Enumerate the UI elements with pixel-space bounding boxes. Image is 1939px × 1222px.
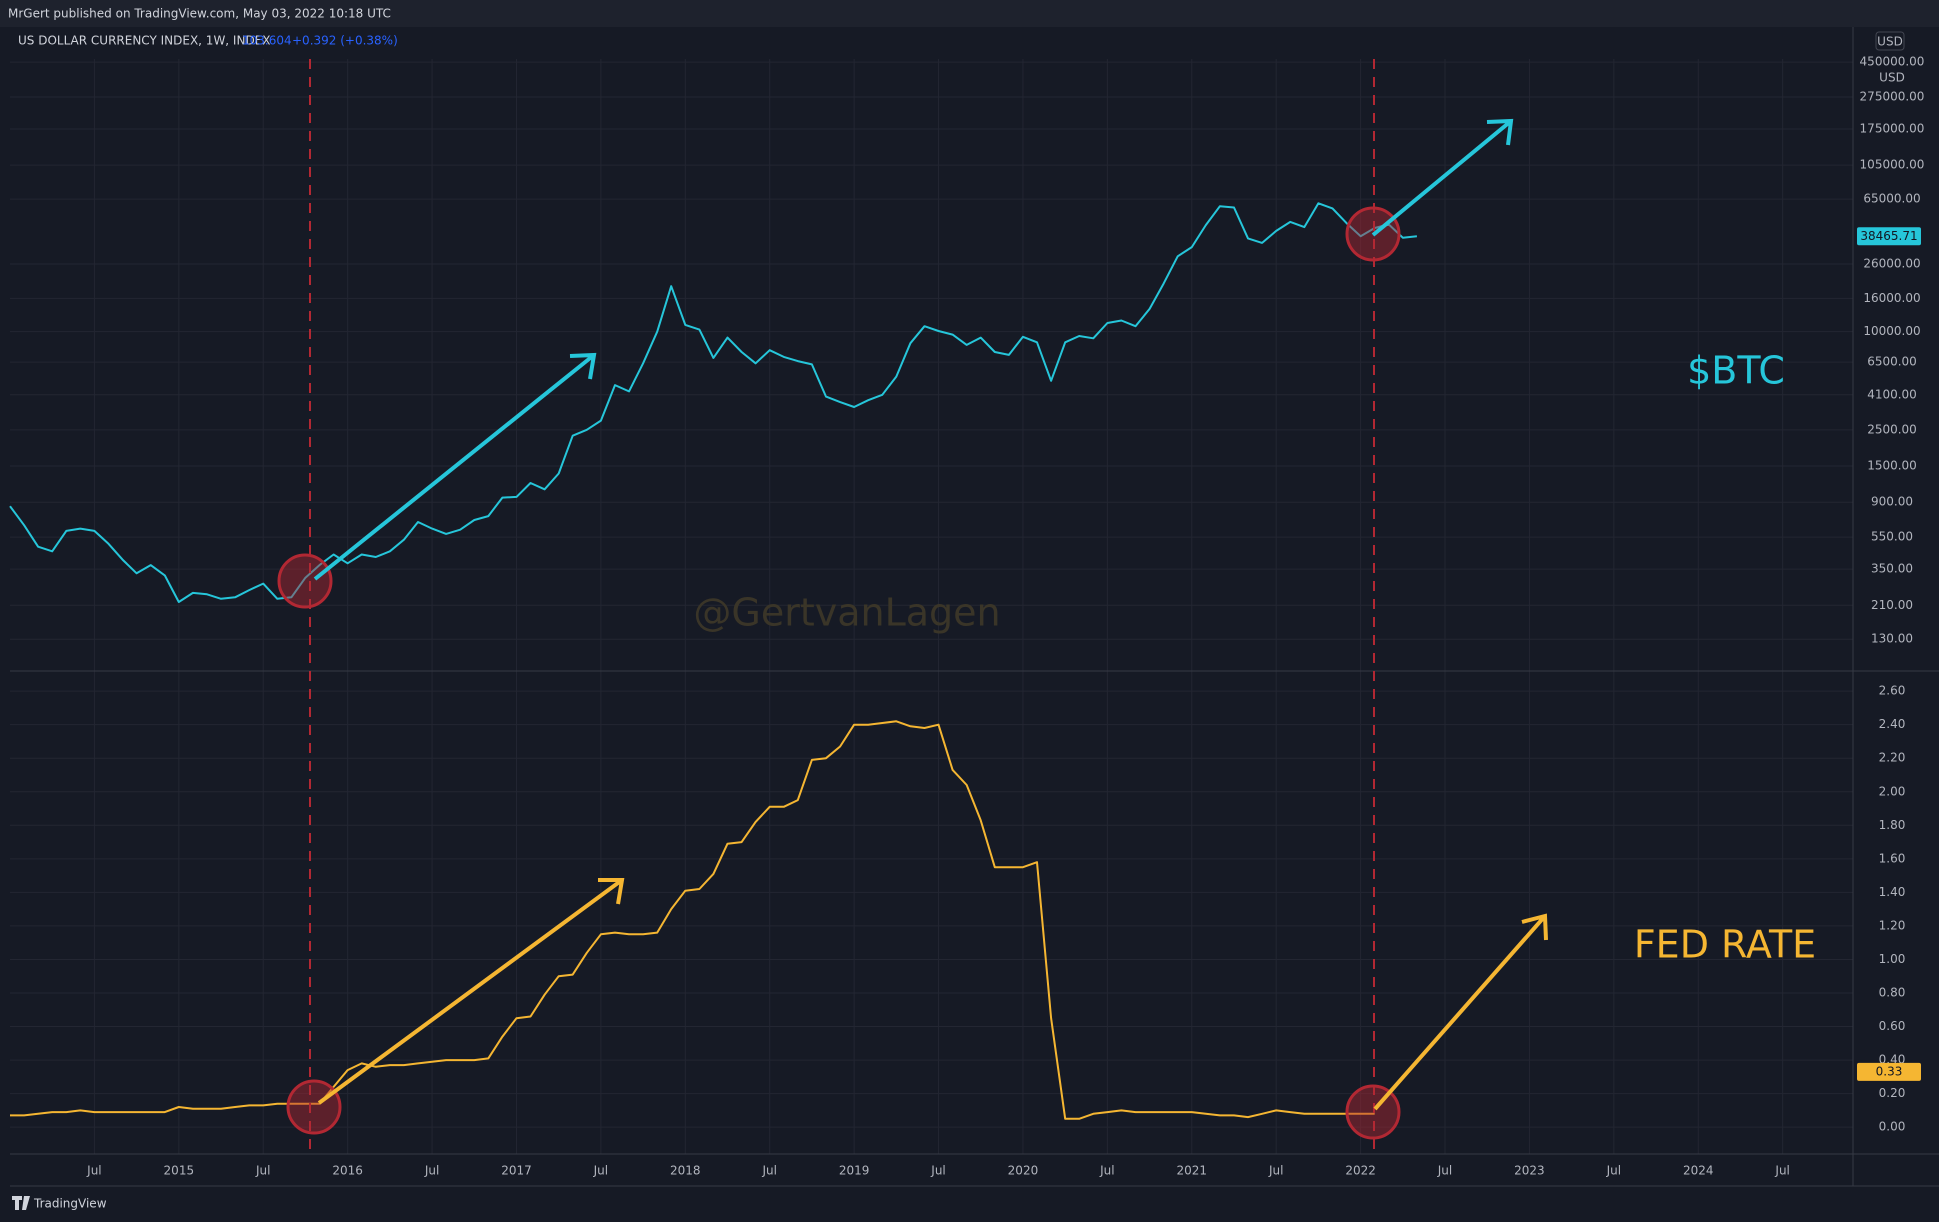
y-tick-label: 2.40 [1879,717,1906,731]
y-tick-label: 1.60 [1879,851,1906,865]
y-tick-label: 1.80 [1879,818,1906,832]
last-value-box [1857,227,1921,246]
highlight-circle [1345,1084,1401,1140]
btc-annotation: $BTC [1687,349,1785,393]
x-tick-label: Jul [86,1164,101,1178]
x-tick-label: 2017 [501,1164,532,1178]
y-tick-label: 450000.00 [1860,55,1925,69]
x-tick-label: 2020 [1008,1164,1039,1178]
y-tick-label: 6500.00 [1867,355,1917,369]
y-tick-label: 350.00 [1871,562,1913,576]
header-bar [0,0,1939,27]
last-value-label: 38465.71 [1860,229,1917,243]
x-tick-label: Jul [1099,1164,1114,1178]
highlight-circle [277,553,333,609]
y-tick-label: 2.60 [1879,684,1906,698]
currency-box [1875,31,1905,51]
y-tick-label: 105000.00 [1860,158,1925,172]
x-tick-label: 2019 [839,1164,870,1178]
y-tick-label: 4100.00 [1867,387,1917,401]
y-tick-label: 0.20 [1879,1086,1906,1100]
x-tick-label: 2021 [1176,1164,1207,1178]
y-tick-label: 1.20 [1879,918,1906,932]
y-unit: USD [1879,71,1905,85]
arrow [317,878,625,1105]
x-tick-label: Jul [1774,1164,1789,1178]
x-tick-label: 2016 [332,1164,363,1178]
y-tick-label: 1.40 [1879,885,1906,899]
price: 103.604 [242,34,292,48]
y-tick-label: 2.20 [1879,751,1906,765]
y-tick-label: 0.80 [1879,986,1906,1000]
y-tick-label: 26000.00 [1863,256,1920,270]
x-tick-label: Jul [1437,1164,1452,1178]
x-tick-label: Jul [761,1164,776,1178]
x-tick-label: Jul [930,1164,945,1178]
highlight-circle [286,1079,342,1135]
x-tick-label: 2024 [1683,1164,1714,1178]
x-tick-label: 2022 [1345,1164,1376,1178]
last-value-box [1857,1062,1921,1081]
x-tick-label: 2023 [1514,1164,1545,1178]
arrow [1373,913,1548,1111]
data-line [9,202,1417,603]
x-tick-label: Jul [1606,1164,1621,1178]
y-tick-label: 10000.00 [1863,324,1920,338]
last-value-label: 0.33 [1876,1064,1903,1078]
y-tick-label: 130.00 [1871,632,1913,646]
overlays [277,59,1548,1154]
data-line [10,720,1375,1120]
publisher: MrGert published on TradingView.com, May… [8,7,391,21]
x-tick-label: 2015 [164,1164,195,1178]
footer-logo [12,1196,30,1210]
y-tick-label: 0.60 [1879,1019,1906,1033]
y-tick-label: 16000.00 [1863,291,1920,305]
y-tick-label: 275000.00 [1860,89,1925,103]
y-tick-label: 2.00 [1879,784,1906,798]
arrow [1371,118,1514,237]
y-tick-label: 1500.00 [1867,459,1917,473]
x-tick-label: Jul [593,1164,608,1178]
y-tick-label: 900.00 [1871,495,1913,509]
watermark: @GertvanLagen [693,591,1000,635]
symbol: US DOLLAR CURRENCY INDEX, 1W, INDEX [18,34,271,48]
y-tick-label: 1.00 [1879,952,1906,966]
y-tick-label: 65000.00 [1863,192,1920,206]
footer-brand: TradingView [33,1197,107,1211]
change: +0.392 (+0.38%) [292,34,398,48]
y-tick-label: 175000.00 [1860,121,1925,135]
x-tick-label: Jul [255,1164,270,1178]
x-tick-label: 2018 [670,1164,701,1178]
x-tick-label: Jul [1268,1164,1283,1178]
fed-annotation: FED RATE [1634,923,1816,967]
y-tick-label: 210.00 [1871,598,1913,612]
x-tick-label: Jul [424,1164,439,1178]
panes: 130.00 210.00 350.00 550.00 900.00 1500.00 250… [9,55,1925,1178]
y-tick-label: 0.00 [1879,1120,1906,1134]
arrow [313,352,597,581]
currency: USD [1877,35,1903,49]
y-tick-label: 2500.00 [1867,422,1917,436]
y-tick-label: 550.00 [1871,530,1913,544]
